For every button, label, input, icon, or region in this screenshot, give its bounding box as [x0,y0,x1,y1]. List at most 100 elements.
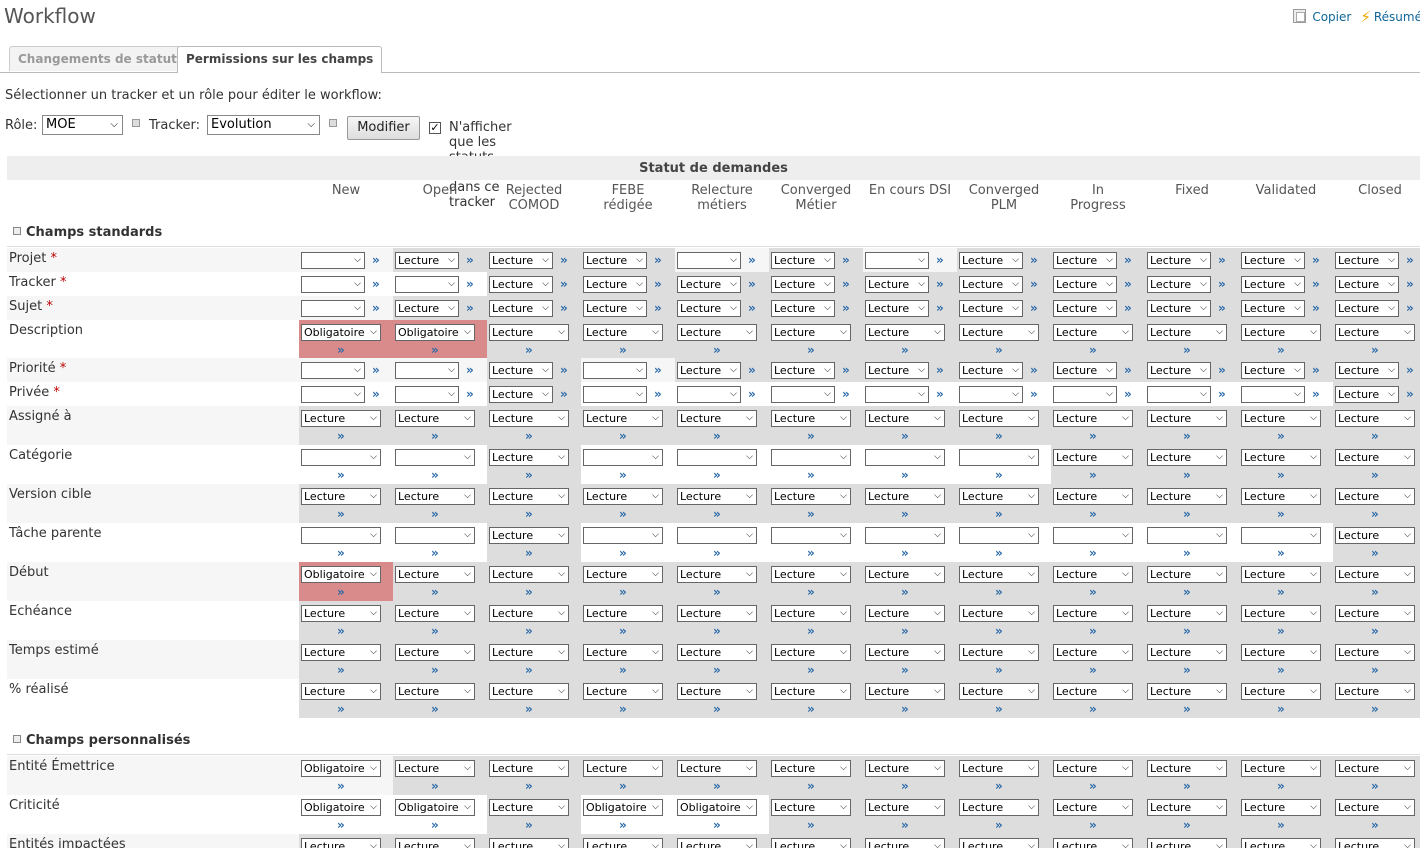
permission-select[interactable]: Lecture ⌵ [1053,838,1133,848]
tab-field-permissions[interactable]: Permissions sur les champs [177,46,383,73]
apply-to-all-arrow-icon[interactable]: » [807,343,815,357]
permission-select[interactable]: Lecture ⌵ [1241,276,1305,293]
apply-to-all-arrow-icon[interactable]: » [431,624,439,638]
permission-select[interactable]: Obligatoire ⌵ [395,799,475,816]
apply-to-all-arrow-icon[interactable]: » [1277,663,1285,677]
apply-to-all-arrow-icon[interactable]: » [337,779,345,793]
permission-select[interactable]: Lecture ⌵ [395,838,475,848]
apply-to-all-arrow-icon[interactable]: » [654,277,662,291]
permission-select[interactable]: Lecture ⌵ [1053,683,1133,700]
permission-select[interactable]: Lecture ⌵ [489,324,569,341]
apply-to-all-arrow-icon[interactable]: » [431,546,439,560]
apply-to-all-arrow-icon[interactable]: » [901,507,909,521]
apply-to-all-arrow-icon[interactable]: » [807,546,815,560]
permission-select[interactable]: Lecture ⌵ [1147,760,1227,777]
permission-select[interactable]: Lecture ⌵ [1241,838,1321,848]
permission-select[interactable]: Lecture ⌵ [677,362,741,379]
apply-to-all-arrow-icon[interactable]: » [337,343,345,357]
permission-select[interactable]: Lecture ⌵ [1335,527,1415,544]
permission-select[interactable]: Lecture ⌵ [1053,760,1133,777]
permission-select[interactable]: Lecture ⌵ [1241,324,1321,341]
permission-select[interactable]: Lecture ⌵ [1053,362,1117,379]
permission-select[interactable]: Lecture ⌵ [1335,449,1415,466]
permission-select[interactable]: Lecture ⌵ [1241,252,1305,269]
toggle-multiselect-icon[interactable] [329,119,337,127]
permission-select[interactable]: Lecture ⌵ [489,300,553,317]
permission-select[interactable]: Lecture ⌵ [959,683,1039,700]
permission-select[interactable]: ⌵ [959,449,1039,466]
apply-to-all-arrow-icon[interactable]: » [1312,301,1320,315]
permission-select[interactable]: Lecture ⌵ [1053,644,1133,661]
permission-select[interactable]: Lecture ⌵ [959,300,1023,317]
apply-to-all-arrow-icon[interactable]: » [1406,301,1414,315]
apply-to-all-arrow-icon[interactable]: » [842,253,850,267]
apply-to-all-arrow-icon[interactable]: » [619,779,627,793]
permission-select[interactable]: Lecture ⌵ [489,605,569,622]
permission-select[interactable]: Lecture ⌵ [1241,683,1321,700]
permission-select[interactable]: Obligatoire ⌵ [301,760,381,777]
permission-select[interactable]: Obligatoire ⌵ [301,799,381,816]
apply-to-all-arrow-icon[interactable]: » [1183,585,1191,599]
apply-to-all-arrow-icon[interactable]: » [713,779,721,793]
permission-select[interactable]: Lecture ⌵ [865,276,929,293]
permission-select[interactable]: ⌵ [583,386,647,403]
permission-select[interactable]: Lecture ⌵ [771,300,835,317]
apply-to-all-arrow-icon[interactable]: » [748,387,756,401]
permission-select[interactable]: Lecture ⌵ [489,488,569,505]
apply-to-all-arrow-icon[interactable]: » [1183,468,1191,482]
permission-select[interactable]: Lecture ⌵ [1147,410,1227,427]
permission-select[interactable]: Lecture ⌵ [1335,644,1415,661]
apply-to-all-arrow-icon[interactable]: » [372,363,380,377]
apply-to-all-arrow-icon[interactable]: » [1277,343,1285,357]
apply-to-all-arrow-icon[interactable]: » [525,779,533,793]
apply-to-all-arrow-icon[interactable]: » [807,818,815,832]
permission-select[interactable]: Lecture ⌵ [959,566,1039,583]
apply-to-all-arrow-icon[interactable]: » [901,779,909,793]
apply-to-all-arrow-icon[interactable]: » [748,363,756,377]
apply-to-all-arrow-icon[interactable]: » [901,468,909,482]
permission-select[interactable]: ⌵ [677,386,741,403]
apply-to-all-arrow-icon[interactable]: » [1312,363,1320,377]
apply-to-all-arrow-icon[interactable]: » [466,253,474,267]
apply-to-all-arrow-icon[interactable]: » [901,663,909,677]
permission-select[interactable]: Lecture ⌵ [1241,449,1321,466]
permission-select[interactable]: Lecture ⌵ [1147,838,1227,848]
permission-select[interactable]: Lecture ⌵ [1335,276,1399,293]
permission-select[interactable]: ⌵ [677,252,741,269]
permission-select[interactable]: Lecture ⌵ [1053,410,1133,427]
apply-to-all-arrow-icon[interactable]: » [337,818,345,832]
permission-select[interactable]: Lecture ⌵ [301,838,381,848]
apply-to-all-arrow-icon[interactable]: » [807,468,815,482]
permission-select[interactable]: Lecture ⌵ [1335,683,1415,700]
permission-select[interactable]: Lecture ⌵ [959,324,1039,341]
permission-select[interactable]: Lecture ⌵ [865,799,945,816]
apply-to-all-arrow-icon[interactable]: » [807,624,815,638]
permission-select[interactable]: Lecture ⌵ [583,488,663,505]
permission-select[interactable]: Lecture ⌵ [1053,605,1133,622]
permission-select[interactable]: ⌵ [1053,527,1133,544]
permission-select[interactable]: Lecture ⌵ [1241,300,1305,317]
permission-select[interactable]: Lecture ⌵ [1053,799,1133,816]
apply-to-all-arrow-icon[interactable]: » [1371,779,1379,793]
copy-link[interactable]: Copier [1312,10,1352,24]
permission-select[interactable]: Obligatoire ⌵ [301,566,381,583]
apply-to-all-arrow-icon[interactable]: » [901,429,909,443]
permission-select[interactable]: Lecture ⌵ [865,566,945,583]
permission-select[interactable]: Lecture ⌵ [771,838,851,848]
apply-to-all-arrow-icon[interactable]: » [713,343,721,357]
apply-to-all-arrow-icon[interactable]: » [337,507,345,521]
permission-select[interactable]: Lecture ⌵ [489,527,569,544]
apply-to-all-arrow-icon[interactable]: » [1089,624,1097,638]
apply-to-all-arrow-icon[interactable]: » [1218,363,1226,377]
permission-select[interactable]: Lecture ⌵ [583,683,663,700]
permission-select[interactable]: Lecture ⌵ [959,252,1023,269]
role-select[interactable]: MOE ⌵ [42,115,123,135]
permission-select[interactable]: Lecture ⌵ [583,566,663,583]
permission-select[interactable]: Lecture ⌵ [865,324,945,341]
permission-select[interactable]: Lecture ⌵ [1241,605,1321,622]
permission-select[interactable]: Lecture ⌵ [865,838,945,848]
apply-to-all-arrow-icon[interactable]: » [337,546,345,560]
apply-to-all-arrow-icon[interactable]: » [1183,546,1191,560]
apply-to-all-arrow-icon[interactable]: » [1030,363,1038,377]
permission-select[interactable]: Lecture ⌵ [583,605,663,622]
